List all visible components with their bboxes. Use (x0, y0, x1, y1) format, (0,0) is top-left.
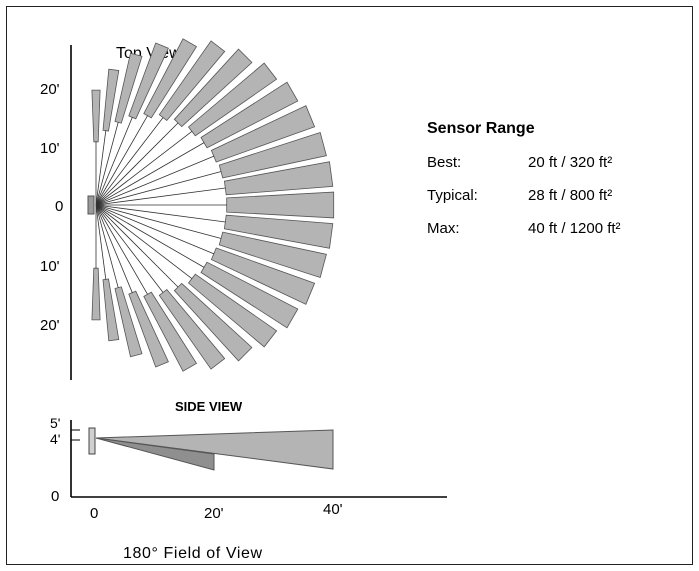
coverage-ray (95, 171, 222, 206)
coverage-ray (95, 204, 226, 223)
coverage-zone (102, 68, 120, 132)
side-y-label: 4' (50, 431, 60, 447)
coverage-ray (95, 130, 193, 206)
coverage-zone (143, 291, 198, 372)
side-x-label: 40' (323, 501, 343, 518)
sensor-icon (87, 195, 95, 215)
coverage-zone (200, 81, 299, 149)
coverage-zone (223, 214, 334, 249)
range-value: 20 ft / 320 ft² (528, 154, 613, 171)
coverage-ray (95, 122, 179, 206)
coverage-ray (95, 130, 107, 206)
sensor-side-icon (88, 427, 96, 455)
top-view-title: Top View (116, 45, 181, 62)
top-y-label: 20' (40, 317, 60, 334)
coverage-zone (143, 38, 198, 119)
coverage-zone (128, 42, 169, 120)
coverage-zone (91, 267, 101, 321)
coverage-zone (210, 247, 316, 305)
range-row: Typical: 28 ft / 800 ft² (427, 187, 687, 220)
coverage-zone (158, 40, 226, 122)
coverage-zone (128, 290, 169, 368)
range-value: 40 ft / 1200 ft² (528, 220, 621, 237)
coverage-zone (218, 131, 327, 179)
coverage-ray (95, 204, 119, 288)
range-label: Typical: (427, 187, 478, 204)
coverage-zone (218, 231, 327, 279)
coverage-ray (95, 204, 222, 239)
coverage-ray (95, 204, 215, 255)
side-y-label: 5' (50, 415, 60, 431)
top-y-label: 20' (40, 81, 60, 98)
coverage-zone (173, 282, 253, 362)
coverage-ray (95, 204, 205, 268)
diagram-frame (6, 6, 693, 565)
coverage-ray (95, 204, 193, 280)
coverage-ray (95, 117, 164, 206)
coverage-zone (223, 161, 334, 196)
side-zone-short (95, 437, 215, 471)
coverage-ray (95, 155, 215, 206)
coverage-zone (200, 261, 299, 329)
range-value: 28 ft / 800 ft² (528, 187, 613, 204)
coverage-ray (95, 204, 164, 293)
top-y-label: 10' (40, 258, 60, 275)
sensor-range-panel: Sensor Range Best: 20 ft / 320 ft² Typic… (427, 120, 687, 253)
top-y-label: 0 (55, 198, 63, 215)
range-label: Best: (427, 154, 462, 171)
sensor-range-title: Sensor Range (427, 120, 535, 137)
side-view-title: SIDE VIEW (175, 399, 243, 414)
coverage-zone (226, 191, 335, 219)
range-row: Best: 20 ft / 320 ft² (427, 154, 687, 187)
coverage-zone (102, 278, 120, 342)
coverage-zone (187, 62, 278, 137)
coverage-ray (95, 115, 148, 206)
side-zone-long (95, 429, 334, 470)
coverage-fan (91, 38, 335, 372)
coverage-zone (91, 89, 101, 143)
coverage-ray (95, 204, 148, 295)
range-row: Max: 40 ft / 1200 ft² (427, 220, 687, 253)
coverage-ray (95, 142, 205, 206)
coverage-zone (187, 273, 278, 348)
coverage-ray (95, 122, 119, 206)
side-x-label: 0 (90, 505, 98, 522)
coverage-zone (114, 52, 143, 124)
coverage-zone (210, 105, 316, 163)
coverage-ray (95, 117, 133, 206)
coverage-ray (95, 204, 107, 280)
top-y-label: 10' (40, 140, 60, 157)
side-y-label: 0 (51, 488, 59, 505)
coverage-zone (158, 288, 226, 370)
side-x-label: 20' (204, 505, 224, 522)
coverage-ray (95, 204, 133, 293)
coverage-ray (95, 187, 226, 206)
caption: 180° Field of View (123, 545, 263, 562)
coverage-zone (114, 286, 143, 358)
range-label: Max: (427, 220, 460, 237)
coverage-ray (95, 204, 179, 288)
coverage-zone (173, 48, 253, 128)
